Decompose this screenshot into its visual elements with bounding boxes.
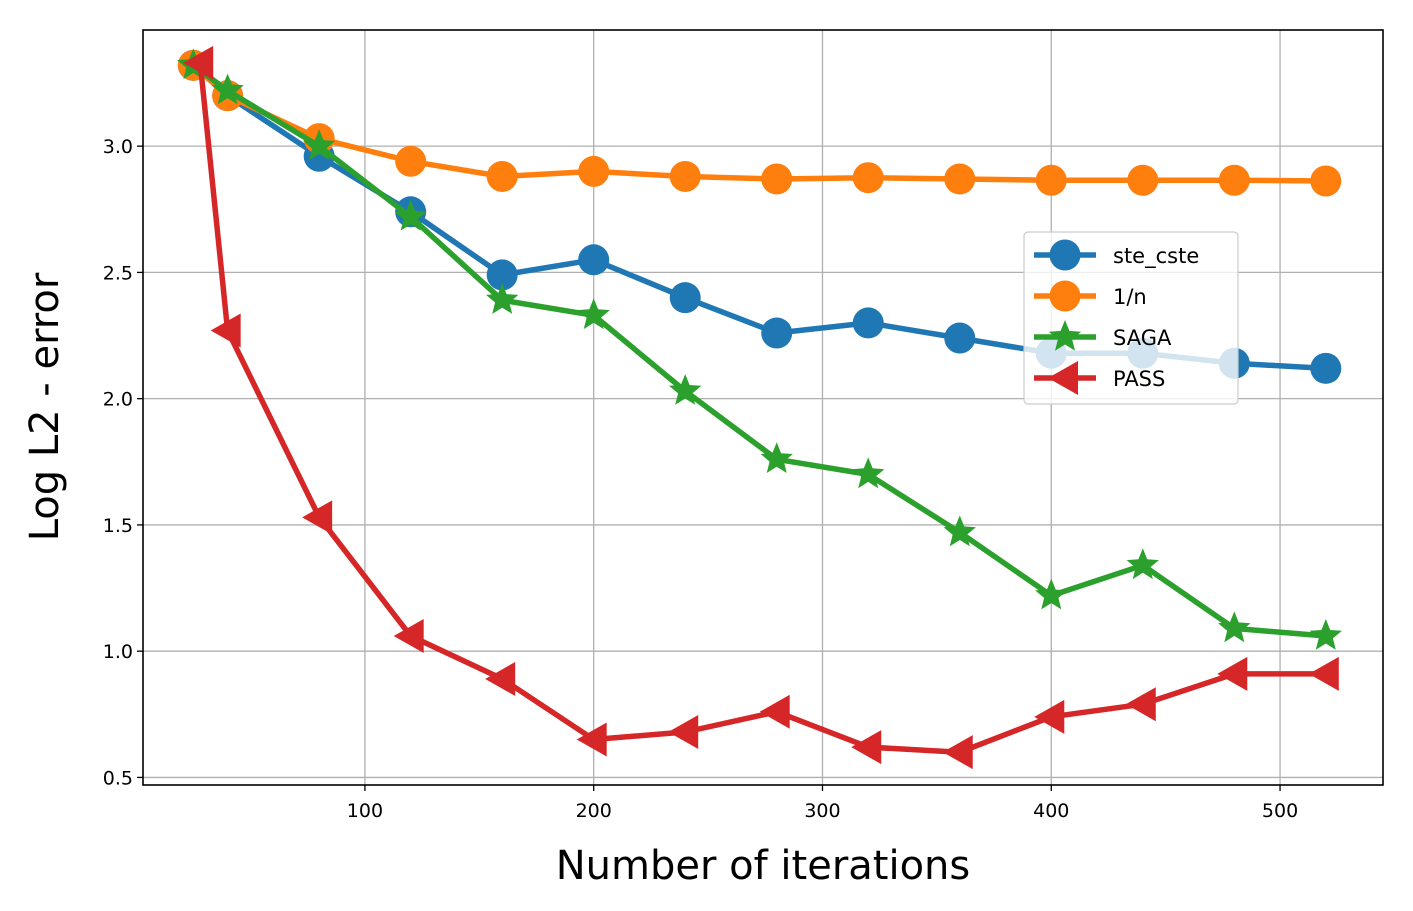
x-tick-label: 500 [1262, 800, 1298, 822]
data-point [761, 163, 793, 195]
x-tick-label: 100 [347, 800, 383, 822]
data-point [1217, 656, 1248, 691]
data-point [669, 160, 701, 192]
data-point [851, 730, 882, 765]
data-point [486, 160, 518, 192]
data-point [303, 129, 336, 160]
data-point [852, 307, 884, 339]
legend-marker [1049, 239, 1081, 271]
data-point [1127, 164, 1159, 196]
x-tick-label: 300 [804, 800, 840, 822]
data-point [394, 199, 427, 231]
legend-item: SAGA [1034, 320, 1172, 351]
data-point [944, 163, 976, 195]
data-point [395, 145, 427, 177]
x-axis-title: Number of iterations [556, 843, 971, 889]
axis-ticks: 100 200 300 400 500 0.5 1.0 1.5 2.0 2.5 3.0 [103, 136, 1298, 822]
y-axis-title: Log L2 - error [22, 272, 68, 541]
legend-marker [1048, 361, 1078, 395]
legend-item: 1/n [1034, 280, 1147, 312]
data-point [578, 244, 610, 276]
data-point [578, 155, 610, 187]
data-point [485, 661, 516, 696]
y-tick-label: 2.0 [103, 389, 133, 411]
series-pass [183, 45, 1339, 770]
data-point [943, 515, 976, 547]
data-point [852, 162, 884, 194]
y-tick-label: 2.5 [103, 262, 133, 284]
data-point [393, 619, 424, 654]
data-point [577, 298, 610, 330]
x-tick-label: 400 [1033, 800, 1069, 822]
data-point [1218, 164, 1250, 196]
data-point [210, 313, 241, 348]
y-tick-label: 1.0 [103, 641, 133, 663]
plot-area [177, 45, 1342, 770]
data-point [183, 45, 214, 80]
legend-label: PASS [1113, 367, 1165, 391]
plot-frame [142, 29, 1384, 786]
data-point [1310, 352, 1342, 384]
data-point [1035, 578, 1068, 610]
data-point [486, 283, 519, 314]
data-point [668, 714, 699, 749]
legend: ste_cste 1/n SAGA PASS [1023, 231, 1239, 405]
data-point [1125, 687, 1156, 722]
series-line [197, 60, 1329, 755]
data-point [944, 322, 976, 354]
y-tick-label: 0.5 [103, 767, 133, 789]
series-line [190, 62, 1329, 639]
legend-item: PASS [1034, 361, 1165, 395]
data-point [1126, 548, 1159, 580]
data-point [852, 457, 885, 489]
legend-label: ste_cste [1113, 244, 1199, 269]
data-point [1310, 165, 1342, 197]
legend-label: SAGA [1113, 326, 1172, 350]
data-point [1309, 619, 1342, 650]
x-tick-label: 200 [576, 800, 612, 822]
data-point [211, 73, 244, 105]
data-point [759, 694, 790, 729]
legend-label: 1/n [1113, 285, 1147, 309]
data-point [1218, 611, 1251, 643]
data-point [669, 374, 702, 405]
y-tick-label: 1.5 [103, 515, 133, 537]
legend-marker [1048, 320, 1082, 351]
data-point [302, 500, 333, 535]
data-point [942, 735, 973, 770]
data-point [486, 259, 518, 291]
series-saga [177, 48, 1342, 650]
data-point [1035, 164, 1067, 196]
data-point [669, 282, 701, 314]
data-point [761, 317, 793, 349]
legend-frame [1023, 231, 1239, 405]
data-point [576, 722, 607, 757]
legend-item: ste_cste [1034, 239, 1199, 271]
data-point [1034, 699, 1065, 734]
data-point [1308, 656, 1339, 691]
y-tick-label: 3.0 [103, 136, 133, 158]
data-point [760, 442, 793, 473]
legend-marker [1049, 280, 1081, 312]
